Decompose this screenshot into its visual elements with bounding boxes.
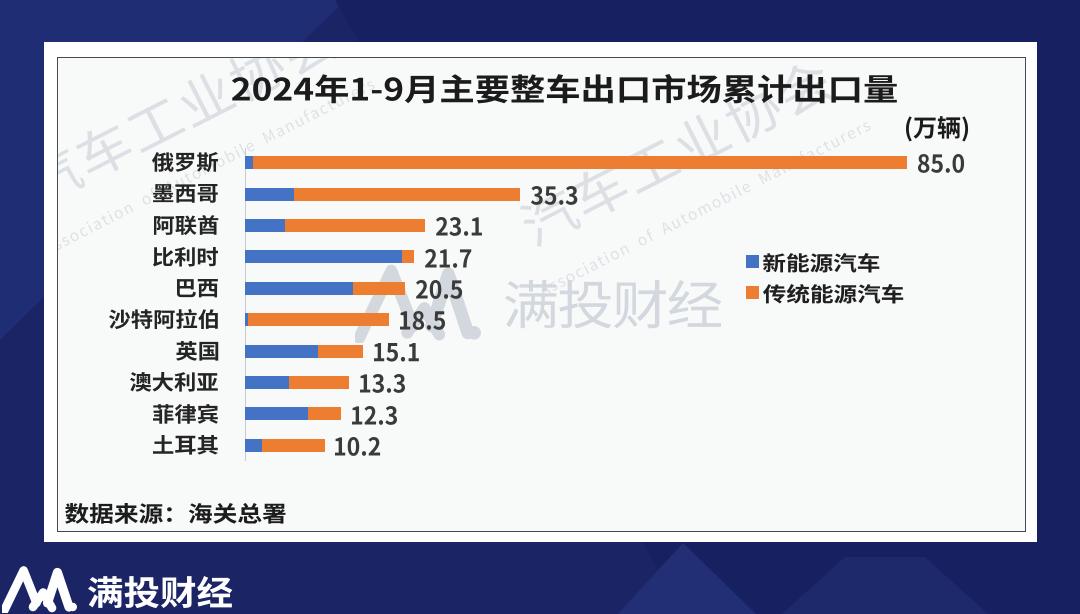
value-label-box: 15.1 (373, 342, 420, 363)
value-label-box: 23.1 (435, 216, 483, 237)
watermark-association-en: Association of Automobile Manufacturers (536, 116, 873, 298)
category-label: 俄罗斯 (151, 151, 219, 174)
value-label-box: 21.7 (424, 248, 473, 269)
bar-segment-ice[interactable] (352, 281, 405, 295)
bar-segment-ice[interactable] (401, 250, 415, 264)
value-label: 21.7 (424, 248, 473, 269)
legend-label-ice: 传统能源汽车 (762, 283, 905, 305)
value-label-box: 10.2 (334, 436, 382, 457)
bar-segment-ice[interactable] (288, 376, 349, 389)
bar-row (245, 344, 363, 358)
value-label: 15.1 (373, 342, 420, 363)
category-label: 沙特阿拉伯 (108, 308, 219, 331)
bar-row (245, 187, 521, 201)
bar-segment-ice[interactable] (284, 219, 426, 232)
bar-segment-ice[interactable] (317, 344, 363, 358)
bar-row (245, 156, 908, 170)
category-label: 墨西哥 (152, 183, 219, 204)
value-label: 35.3 (530, 185, 579, 206)
value-label-box: 20.5 (415, 279, 464, 300)
value-label-box: 35.3 (530, 185, 579, 206)
value-label-box: 18.5 (399, 310, 447, 331)
category-label: 土耳其 (152, 434, 219, 456)
category-label: 比利时 (152, 246, 220, 268)
value-label-box: 85.0 (917, 153, 966, 174)
bar-segment-nev[interactable] (245, 313, 249, 327)
bar-row (245, 438, 325, 452)
bar-segment-nev[interactable] (245, 407, 308, 421)
bar-segment-ice[interactable] (248, 313, 390, 327)
chart-card: 汽车工业协会Association of Automobile Manufact… (44, 42, 1037, 542)
footer-brand-text: 满投财经 (87, 575, 234, 610)
bar-row (245, 219, 426, 232)
bar-row (245, 250, 415, 264)
footer-brand-logo (2, 566, 78, 613)
category-label: 澳大利亚 (129, 371, 219, 393)
legend-swatch-ice[interactable] (746, 286, 759, 299)
bar-row (245, 376, 349, 389)
chart-plot-region: 汽车工业协会Association of Automobile Manufact… (57, 57, 1026, 532)
bar-segment-nev[interactable] (245, 438, 263, 452)
bar-segment-nev[interactable] (245, 376, 289, 389)
value-label: 20.5 (415, 279, 464, 300)
bar-segment-nev[interactable] (245, 187, 294, 201)
value-label: 12.3 (351, 405, 399, 426)
watermark-association-cn: 汽车工业协会 (513, 58, 838, 252)
watermark-brand-text: 满投财经 (504, 279, 723, 330)
chart-title: 2024年1-9月主要整车出口市场累计出口量 (231, 73, 898, 105)
bar-segment-ice[interactable] (307, 407, 342, 421)
bar-row (245, 281, 405, 295)
category-label: 阿联酋 (153, 214, 220, 237)
value-label: 10.2 (334, 436, 382, 457)
category-label: 菲律宾 (152, 403, 219, 425)
bar-segment-ice[interactable] (262, 438, 325, 452)
bar-segment-nev[interactable] (245, 344, 318, 358)
category-label: 英国 (175, 340, 220, 362)
value-label: 18.5 (399, 310, 447, 331)
bar-row (245, 313, 390, 327)
value-label: 85.0 (917, 153, 966, 174)
bar-segment-nev[interactable] (245, 156, 254, 170)
bar-row (245, 407, 342, 421)
value-label-box: 12.3 (351, 405, 399, 426)
bar-segment-nev[interactable] (245, 281, 353, 295)
value-label: 23.1 (435, 216, 483, 237)
bar-segment-nev[interactable] (245, 250, 402, 264)
value-label: 13.3 (359, 373, 407, 394)
bar-segment-nev[interactable] (245, 219, 285, 232)
source-note: 数据来源：海关总署 (64, 502, 287, 525)
legend-swatch-nev[interactable] (746, 255, 759, 268)
category-label: 巴西 (176, 278, 219, 299)
legend-label-nev: 新能源汽车 (762, 252, 881, 274)
unit-label: (万辆) (905, 115, 970, 143)
y-axis-line (244, 148, 246, 461)
bar-segment-ice[interactable] (293, 187, 521, 201)
value-label-box: 13.3 (359, 373, 407, 394)
bar-segment-ice[interactable] (253, 156, 908, 170)
